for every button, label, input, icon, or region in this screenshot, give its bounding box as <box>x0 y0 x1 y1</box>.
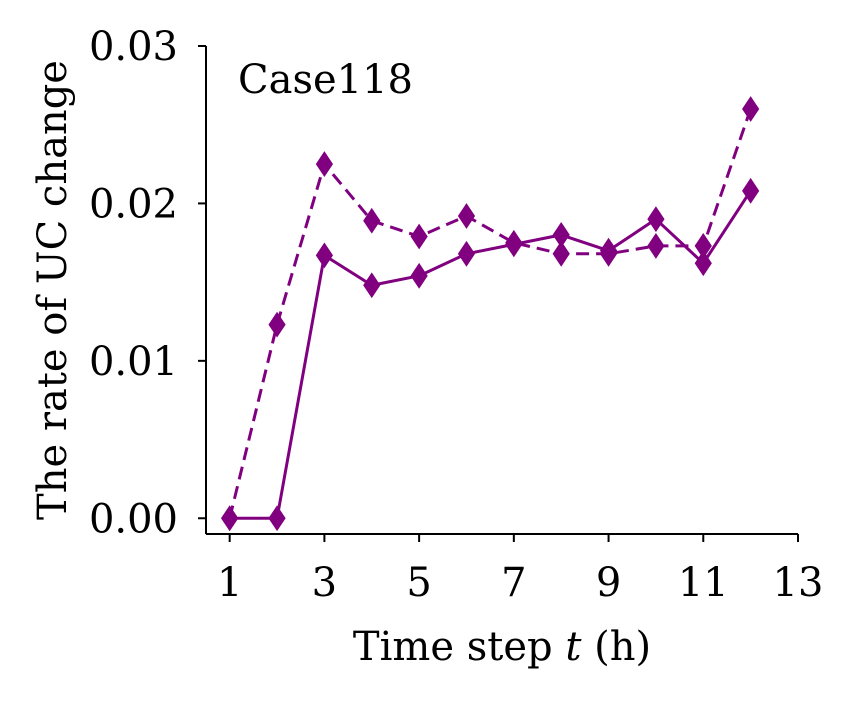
series-2-marker <box>647 233 665 259</box>
series-1-marker <box>410 262 428 289</box>
series-1-marker <box>694 250 712 277</box>
case-annotation: Case118 <box>238 57 413 103</box>
series-1-marker <box>647 206 665 233</box>
series-line-1 <box>229 190 752 520</box>
series-1-marker <box>742 177 760 204</box>
x-axis-title: Time step t (h) <box>353 624 651 670</box>
series-2-marker <box>363 207 381 234</box>
series-2-marker <box>410 223 428 250</box>
series-2-marker <box>221 505 239 532</box>
series-1-marker <box>457 240 476 267</box>
series-2-marker <box>742 96 760 122</box>
x-tick-label: 7 <box>501 560 526 606</box>
series-line-2 <box>228 108 753 519</box>
x-tick-label: 13 <box>773 560 824 606</box>
y-axis-title: The rate of UC change <box>30 60 76 520</box>
x-axis-title-prefix: Time step <box>353 624 565 670</box>
x-tick-label: 3 <box>312 560 337 606</box>
series-1-marker <box>268 505 286 532</box>
y-tick-label: 0.02 <box>89 181 178 227</box>
x-axis-title-suffix: (h) <box>581 624 651 670</box>
series-2-marker <box>552 240 570 267</box>
axes-layer: 1 3 5 7 9 11 130.000.010.020.03 <box>89 24 824 606</box>
y-tick-label: 0.01 <box>89 339 178 385</box>
series-2-marker <box>457 203 476 229</box>
series-2-marker <box>268 311 286 338</box>
series-1-marker <box>315 242 334 269</box>
y-tick-label: 0.03 <box>89 24 178 70</box>
y-tick-label: 0.00 <box>89 496 178 542</box>
x-tick-label: 11 <box>678 560 729 606</box>
series-1-marker <box>363 272 381 299</box>
series-layer <box>221 96 760 532</box>
series-2-marker <box>694 233 712 259</box>
series-2-marker <box>315 151 334 177</box>
series-2-marker <box>505 229 523 256</box>
x-axis-title-variable: t <box>565 624 582 670</box>
series-2-marker <box>599 240 618 267</box>
x-tick-label: 5 <box>406 560 431 606</box>
x-tick-label: 9 <box>596 560 621 606</box>
x-tick-label: 1 <box>217 560 242 606</box>
